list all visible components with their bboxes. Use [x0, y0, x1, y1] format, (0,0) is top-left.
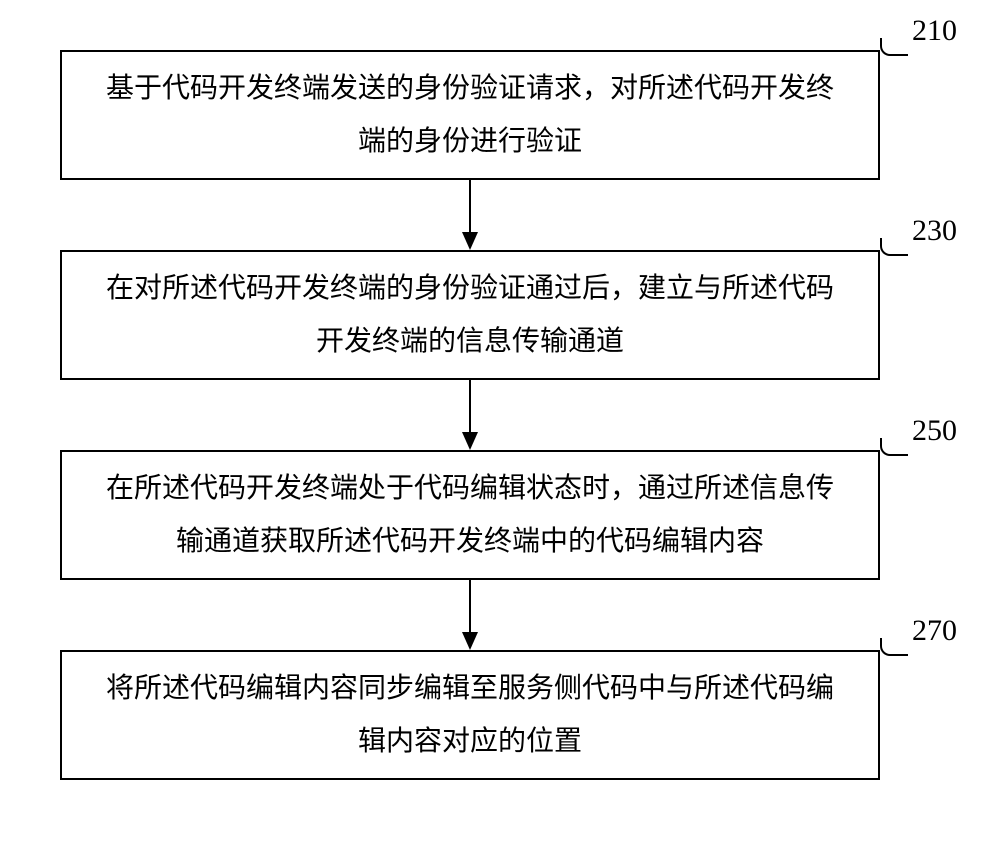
step-label-210: 210 [912, 14, 957, 48]
step-text-230: 在对所述代码开发终端的身份验证通过后，建立与所述代码 开发终端的信息传输通道 [106, 262, 834, 368]
step-230-line2: 开发终端的信息传输通道 [316, 326, 624, 357]
step-text-270: 将所述代码编辑内容同步编辑至服务侧代码中与所述代码编 辑内容对应的位置 [106, 662, 834, 768]
step-box-210: 基于代码开发终端发送的身份验证请求，对所述代码开发终 端的身份进行验证 [60, 50, 880, 180]
label-leader-230 [880, 238, 908, 256]
step-250-line1: 在所述代码开发终端处于代码编辑状态时，通过所述信息传 [106, 473, 834, 504]
step-label-250: 250 [912, 414, 957, 448]
arrow-210-230 [460, 180, 480, 250]
arrow-230-250 [460, 380, 480, 450]
arrow-250-270 [460, 580, 480, 650]
label-leader-270 [880, 638, 908, 656]
step-box-250: 在所述代码开发终端处于代码编辑状态时，通过所述信息传 输通道获取所述代码开发终端… [60, 450, 880, 580]
step-210-line2: 端的身份进行验证 [358, 126, 582, 157]
step-text-210: 基于代码开发终端发送的身份验证请求，对所述代码开发终 端的身份进行验证 [106, 62, 834, 168]
step-270-line1: 将所述代码编辑内容同步编辑至服务侧代码中与所述代码编 [106, 673, 834, 704]
step-210-line1: 基于代码开发终端发送的身份验证请求，对所述代码开发终 [106, 73, 834, 104]
label-leader-210 [880, 38, 908, 56]
label-leader-250 [880, 438, 908, 456]
step-box-270: 将所述代码编辑内容同步编辑至服务侧代码中与所述代码编 辑内容对应的位置 [60, 650, 880, 780]
step-box-230: 在对所述代码开发终端的身份验证通过后，建立与所述代码 开发终端的信息传输通道 [60, 250, 880, 380]
flowchart-canvas: 基于代码开发终端发送的身份验证请求，对所述代码开发终 端的身份进行验证 210 … [0, 0, 1000, 850]
step-text-250: 在所述代码开发终端处于代码编辑状态时，通过所述信息传 输通道获取所述代码开发终端… [106, 462, 834, 568]
step-230-line1: 在对所述代码开发终端的身份验证通过后，建立与所述代码 [106, 273, 834, 304]
step-270-line2: 辑内容对应的位置 [358, 726, 582, 757]
step-label-230: 230 [912, 214, 957, 248]
step-250-line2: 输通道获取所述代码开发终端中的代码编辑内容 [176, 526, 764, 557]
step-label-270: 270 [912, 614, 957, 648]
